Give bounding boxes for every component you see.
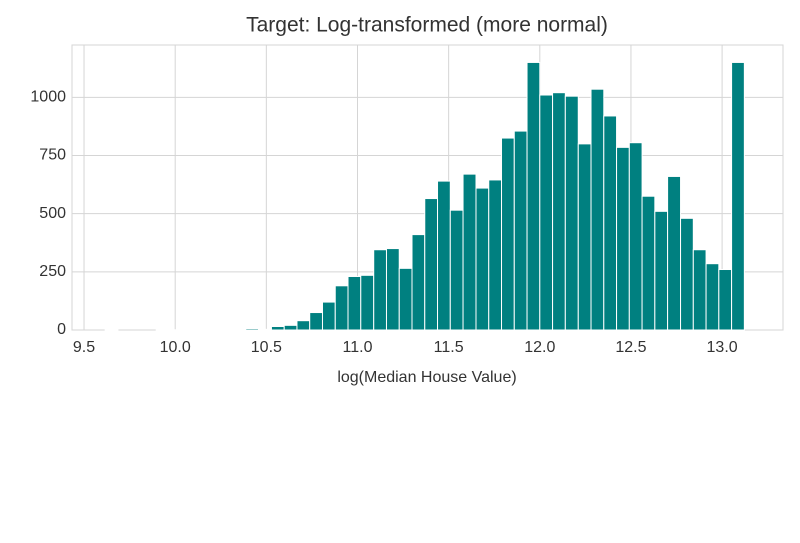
bar	[411, 234, 426, 331]
bar	[309, 312, 323, 331]
bar	[616, 146, 630, 331]
bar	[232, 328, 247, 331]
y-tick-label: 0	[57, 321, 66, 338]
bar	[360, 274, 375, 331]
y-tick-label: 750	[39, 147, 66, 164]
bar	[564, 95, 579, 331]
bar	[373, 249, 387, 331]
x-tick-label: 11.0	[343, 339, 373, 356]
x-tick-label: 9.5	[73, 339, 95, 356]
bar	[385, 248, 400, 331]
bar	[526, 61, 541, 331]
bar	[424, 198, 439, 331]
bar	[296, 320, 311, 331]
bar	[513, 130, 528, 331]
x-tick-label: 10.5	[251, 339, 282, 356]
x-tick-label: 12.0	[524, 339, 555, 356]
bar	[552, 92, 566, 331]
bar	[398, 267, 413, 331]
bar	[705, 263, 720, 331]
chart-title: Target: Log-transformed (more normal)	[246, 14, 608, 37]
bar	[641, 195, 656, 331]
x-tick-label: 10.0	[160, 339, 191, 356]
bar	[628, 142, 643, 331]
x-axis-label: log(Median House Value)	[337, 369, 516, 386]
bar	[270, 326, 285, 331]
bar	[603, 115, 618, 331]
y-tick-label: 250	[39, 263, 66, 280]
bar	[667, 175, 682, 331]
bar	[321, 301, 336, 331]
bar	[654, 210, 669, 331]
bar	[283, 324, 298, 331]
bar	[462, 173, 477, 331]
bar	[347, 275, 362, 331]
bar	[475, 187, 490, 331]
bar	[219, 328, 234, 331]
bar	[731, 61, 745, 331]
bar	[501, 137, 515, 331]
y-tick-label: 500	[39, 205, 66, 222]
bar	[334, 285, 349, 331]
x-tick-label: 12.5	[615, 339, 646, 356]
bar	[590, 88, 605, 331]
bar	[449, 209, 464, 331]
x-tick-label: 11.5	[434, 339, 464, 356]
bar	[437, 180, 451, 331]
bar	[245, 328, 260, 331]
bar	[680, 217, 694, 331]
bar	[206, 328, 221, 331]
bar	[539, 94, 554, 331]
x-tick-label: 13.0	[707, 339, 738, 356]
bar	[718, 269, 733, 331]
bar	[488, 179, 503, 331]
bar	[692, 249, 707, 331]
y-tick-label: 1000	[30, 89, 66, 106]
bar	[258, 328, 272, 331]
bar	[577, 143, 592, 331]
